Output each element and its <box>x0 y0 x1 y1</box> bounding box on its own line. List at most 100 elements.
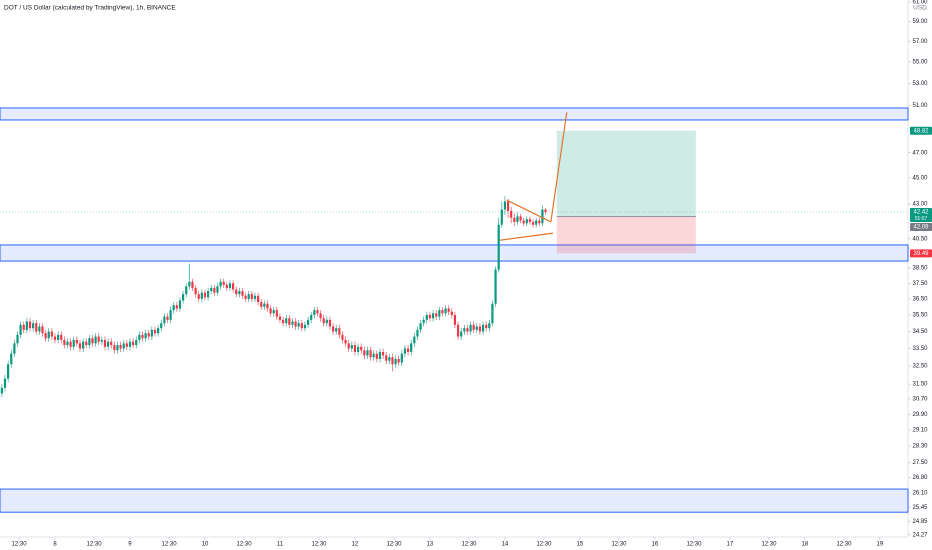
candle-body <box>350 345 353 349</box>
candle-body <box>406 348 410 352</box>
y-tick-label: 59.00 <box>912 19 928 25</box>
x-tick-label: 15 <box>577 542 584 548</box>
candle-body <box>57 334 60 340</box>
price-label: 39.49 <box>913 251 929 257</box>
candle-body <box>328 319 332 327</box>
candle-body <box>503 201 507 210</box>
candle-body <box>253 295 257 299</box>
candle-body <box>394 358 397 365</box>
candle-body <box>63 339 66 346</box>
candle-body <box>97 336 100 342</box>
candle-body <box>372 353 375 358</box>
candle-body <box>244 295 247 299</box>
trend-line <box>506 199 552 223</box>
candle-body <box>10 353 13 365</box>
candle-body <box>66 341 69 346</box>
candle-body <box>469 324 472 332</box>
candle-body <box>116 345 119 351</box>
candle-body <box>163 316 166 324</box>
price-label-box <box>910 126 932 135</box>
candle-body <box>203 292 207 298</box>
candle-body <box>531 221 535 225</box>
candle-body <box>428 314 432 319</box>
candle-body <box>444 308 447 314</box>
candle-body <box>322 318 325 324</box>
price-label: 42.42 <box>913 210 929 216</box>
x-tick-label: 10 <box>202 542 209 548</box>
x-tick-label: 12:30 <box>12 542 28 548</box>
y-tick-label: 25.45 <box>912 505 928 511</box>
candle-body <box>491 303 494 324</box>
y-tick-label: 26.80 <box>912 475 928 481</box>
candle-body <box>391 357 394 365</box>
candle-body <box>94 336 97 344</box>
y-tick-label: 30.70 <box>912 397 928 403</box>
candle-body <box>141 334 144 339</box>
chart-title: DOT / US Dollar (calculated by TradingVi… <box>4 5 176 12</box>
candle-body <box>169 310 172 320</box>
candle-body <box>103 339 107 347</box>
y-tick-label: 26.10 <box>912 490 928 496</box>
trend-line <box>550 112 568 222</box>
y-tick-label: 53.00 <box>912 81 928 87</box>
y-tick-label: 36.50 <box>912 296 928 302</box>
candle-body <box>150 329 153 337</box>
zone <box>0 488 909 513</box>
candle-body <box>241 291 244 296</box>
y-tick-label: 24.27 <box>912 532 928 538</box>
candle-body <box>75 339 78 344</box>
candle-body <box>278 316 282 320</box>
y-tick-label: 35.50 <box>912 313 928 319</box>
candle-body <box>263 303 266 307</box>
candle-body <box>72 339 75 347</box>
candle-body <box>166 316 169 320</box>
candle-body <box>369 350 372 358</box>
candle-body <box>528 219 532 222</box>
candle-body <box>416 329 419 337</box>
candle-body <box>356 346 360 352</box>
y-tick-label: 33.50 <box>912 346 928 352</box>
candle-body <box>300 323 303 329</box>
candle-body <box>175 305 178 309</box>
candle-body <box>535 220 538 225</box>
candle-body <box>200 292 203 299</box>
price-label-box <box>910 249 932 258</box>
candle-body <box>135 339 138 346</box>
candle-body <box>138 334 141 340</box>
zone <box>0 244 909 262</box>
candle-body <box>431 313 435 319</box>
candle-body <box>341 334 344 340</box>
candle-body <box>510 210 513 218</box>
candle-body <box>147 333 150 337</box>
candle-body <box>85 341 88 346</box>
y-tick-label: 27.50 <box>912 460 928 466</box>
candle-body <box>466 328 469 332</box>
candle-body <box>238 291 241 295</box>
candle-body <box>513 217 516 222</box>
candle-body <box>225 284 228 288</box>
x-tick-label: 12:30 <box>761 542 777 548</box>
candle-body <box>438 310 441 317</box>
candle-body <box>425 314 428 320</box>
candle-body <box>381 351 385 356</box>
candle-body <box>197 294 200 299</box>
candle-body <box>206 291 210 298</box>
y-tick-label: 37.50 <box>912 281 928 287</box>
y-tick-label: 43.00 <box>912 202 928 208</box>
x-tick-label: 19 <box>877 542 884 548</box>
candle-body <box>69 341 72 347</box>
price-label: 48.82 <box>913 128 929 134</box>
candle-body <box>160 323 163 329</box>
target-area <box>556 130 696 217</box>
candle-body <box>403 348 407 354</box>
candle-body <box>110 341 113 346</box>
candle-body <box>247 294 250 299</box>
candle-body <box>3 378 7 388</box>
x-tick-label: 12:30 <box>536 542 552 548</box>
candle-body <box>525 219 528 224</box>
candle-body <box>16 334 19 344</box>
candle-body <box>485 324 488 329</box>
candle-body <box>269 308 272 314</box>
candle-body <box>285 318 288 324</box>
